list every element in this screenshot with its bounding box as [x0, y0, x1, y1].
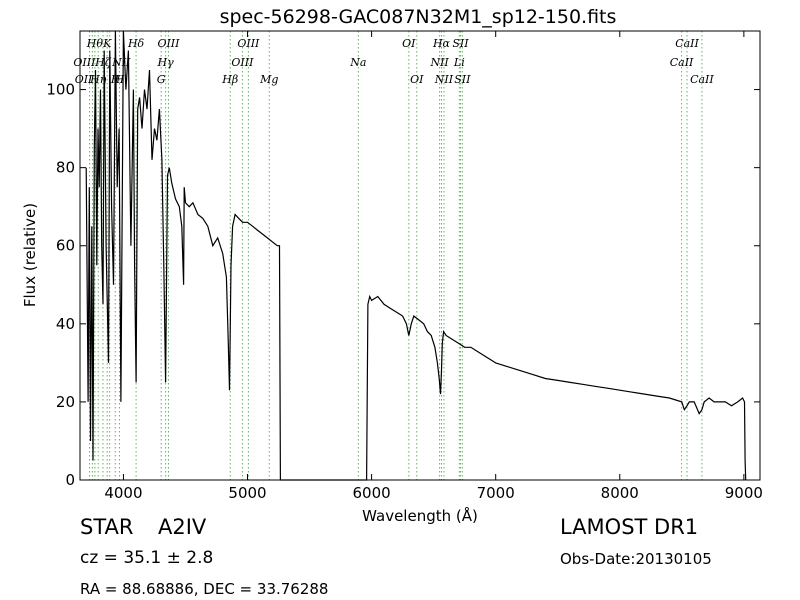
line-label-0: OII — [75, 73, 93, 86]
cz-pm-symbol: ± — [166, 548, 181, 568]
x-tick-label: 9000 — [725, 484, 763, 502]
redshift-readout: cz = 35.1 ± 2.8 — [80, 548, 213, 568]
line-label-8: H — [114, 73, 125, 86]
chart-title: spec-56298-GAC087N32M1_sp12-150.fits — [220, 6, 617, 28]
object-subclass: A2IV — [158, 515, 207, 539]
line-label-17: Na — [349, 56, 366, 69]
line-label-14: OIII — [231, 56, 254, 69]
y-tick-label: 60 — [56, 237, 75, 255]
observation-date: Obs-Date:20130105 — [560, 550, 712, 568]
x-axis-label: Wavelength (Å) — [362, 506, 478, 525]
y-tick-label: 100 — [46, 81, 75, 99]
line-label-16: Mg — [259, 73, 278, 86]
line-label-18: OI — [402, 37, 416, 50]
x-tick-label: 5000 — [228, 484, 266, 502]
spectral-line-markers — [89, 31, 703, 480]
line-label-10: G — [157, 73, 166, 86]
y-axis-ticks: 0 20 40 60 80 100 — [46, 81, 760, 489]
y-tick-label: 0 — [65, 471, 75, 489]
line-label-21: Hα — [432, 37, 451, 50]
y-tick-label: 40 — [56, 315, 75, 333]
line-label-1: OIII — [73, 56, 96, 69]
y-axis-label: Flux (relative) — [21, 203, 39, 307]
x-tick-label: 8000 — [601, 484, 639, 502]
x-tick-label: 7000 — [477, 484, 515, 502]
plot-frame — [79, 30, 761, 481]
line-label-13: Hβ — [221, 73, 238, 86]
spectrum-line — [85, 30, 747, 481]
spectral-line-labels: OIIOIIIHθHηHζKHNIIHHδGHγOIIIHβOIIIOIIIMg… — [73, 37, 714, 86]
line-label-5: K — [102, 37, 112, 50]
x-tick-label: 4000 — [104, 484, 142, 502]
line-label-3: Hη — [89, 73, 107, 86]
line-label-26: CaII — [670, 56, 694, 69]
cz-value: cz = 35.1 — [80, 548, 162, 568]
line-label-9: Hδ — [127, 37, 145, 50]
object-class: STAR — [80, 515, 134, 539]
sky-coordinates: RA = 88.68886, DEC = 33.76288 — [80, 580, 329, 598]
line-label-19: OI — [410, 73, 424, 86]
x-tick-label: 6000 — [353, 484, 391, 502]
line-label-22: NII — [434, 73, 454, 86]
line-label-4: Hζ — [94, 56, 112, 69]
line-label-23: Li — [453, 56, 465, 69]
y-tick-label: 20 — [56, 393, 75, 411]
cz-error: 2.8 — [186, 548, 214, 568]
line-label-25: SII — [454, 73, 471, 86]
line-label-27: CaII — [675, 37, 699, 50]
line-label-12: OIII — [157, 37, 180, 50]
line-label-20: NII — [429, 56, 449, 69]
survey-name: LAMOST DR1 — [560, 515, 699, 539]
y-tick-label: 80 — [56, 159, 75, 177]
line-label-24: SII — [452, 37, 469, 50]
line-label-15: OIII — [237, 37, 260, 50]
x-axis-ticks: 4000 5000 6000 7000 8000 9000 — [104, 31, 763, 502]
line-label-28: CaII — [690, 73, 714, 86]
line-label-11: Hγ — [157, 56, 175, 69]
line-label-2: Hθ — [86, 37, 104, 50]
